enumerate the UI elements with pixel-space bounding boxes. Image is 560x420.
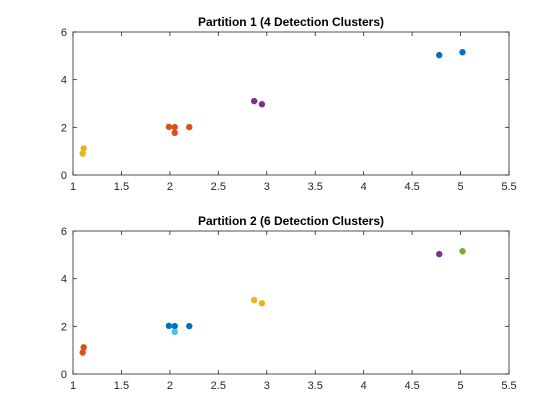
x-tick-label: 5.5 [501, 380, 516, 392]
x-tick-label: 3.5 [308, 181, 323, 193]
x-tick-label: 4.5 [404, 380, 419, 392]
subplot-2: Partition 2 (6 Detection Clusters) 1 1.5 2 2… [61, 214, 517, 392]
plot-area-box [72, 230, 510, 375]
y-tick-label: 0 [61, 170, 67, 182]
data-point-series-4 [250, 296, 258, 304]
data-point-series-4 [258, 300, 266, 307]
x-tick-label: 4 [361, 181, 367, 193]
x-tick-label: 1.5 [114, 181, 129, 193]
x-tick-label: 5.5 [501, 181, 516, 193]
y-tick-label: 2 [61, 321, 67, 333]
data-point-series-2 [165, 322, 173, 330]
data-point-series-3 [250, 97, 258, 105]
data-point-series-2 [186, 123, 193, 131]
y-tick-label: 6 [61, 226, 67, 238]
data-point-series-4 [436, 51, 443, 59]
x-tick-label: 5 [457, 181, 463, 193]
y-tick-label: 4 [61, 75, 67, 87]
data-point-series-3 [258, 101, 266, 108]
data-point-series-2 [171, 123, 178, 131]
data-point-series-2 [186, 322, 193, 330]
data-point-series-6 [459, 248, 466, 255]
x-tick-label: 2 [167, 380, 173, 392]
y-tick-label: 4 [61, 274, 67, 286]
data-point-series-1 [80, 145, 87, 152]
x-tick-label: 1 [70, 181, 76, 193]
x-tick-label: 1.5 [114, 380, 129, 392]
y-tick-label: 2 [61, 122, 67, 134]
chart-title: Partition 1 (4 Detection Clusters) [198, 15, 384, 29]
x-tick-label: 3.5 [308, 380, 323, 392]
plot-area-box [72, 31, 510, 176]
subplot-1: Partition 1 (4 Detection Clusters) 1 1.5 2 2… [61, 15, 517, 193]
x-tick-label: 2.5 [211, 380, 226, 392]
x-tick-label: 3 [264, 181, 270, 193]
chart-title: Partition 2 (6 Detection Clusters) [198, 214, 384, 228]
data-point-series-2 [171, 322, 178, 330]
x-tick-label: 5 [457, 380, 463, 392]
x-tick-label: 2 [167, 181, 173, 193]
data-point-series-2 [171, 129, 178, 137]
data-point-series-3 [171, 328, 178, 336]
x-tick-label: 1 [70, 380, 76, 392]
data-point-series-1 [79, 349, 86, 356]
data-point-series-4 [459, 49, 466, 56]
data-point-series-5 [436, 250, 443, 258]
x-tick-label: 2.5 [211, 181, 226, 193]
y-tick-label: 6 [61, 27, 67, 39]
data-point-series-2 [165, 123, 173, 131]
y-tick-label: 0 [61, 369, 67, 381]
data-point-series-1 [80, 344, 87, 351]
x-tick-label: 3 [264, 380, 270, 392]
data-point-series-1 [79, 150, 86, 157]
x-tick-label: 4.5 [404, 181, 419, 193]
x-tick-label: 4 [361, 380, 367, 392]
